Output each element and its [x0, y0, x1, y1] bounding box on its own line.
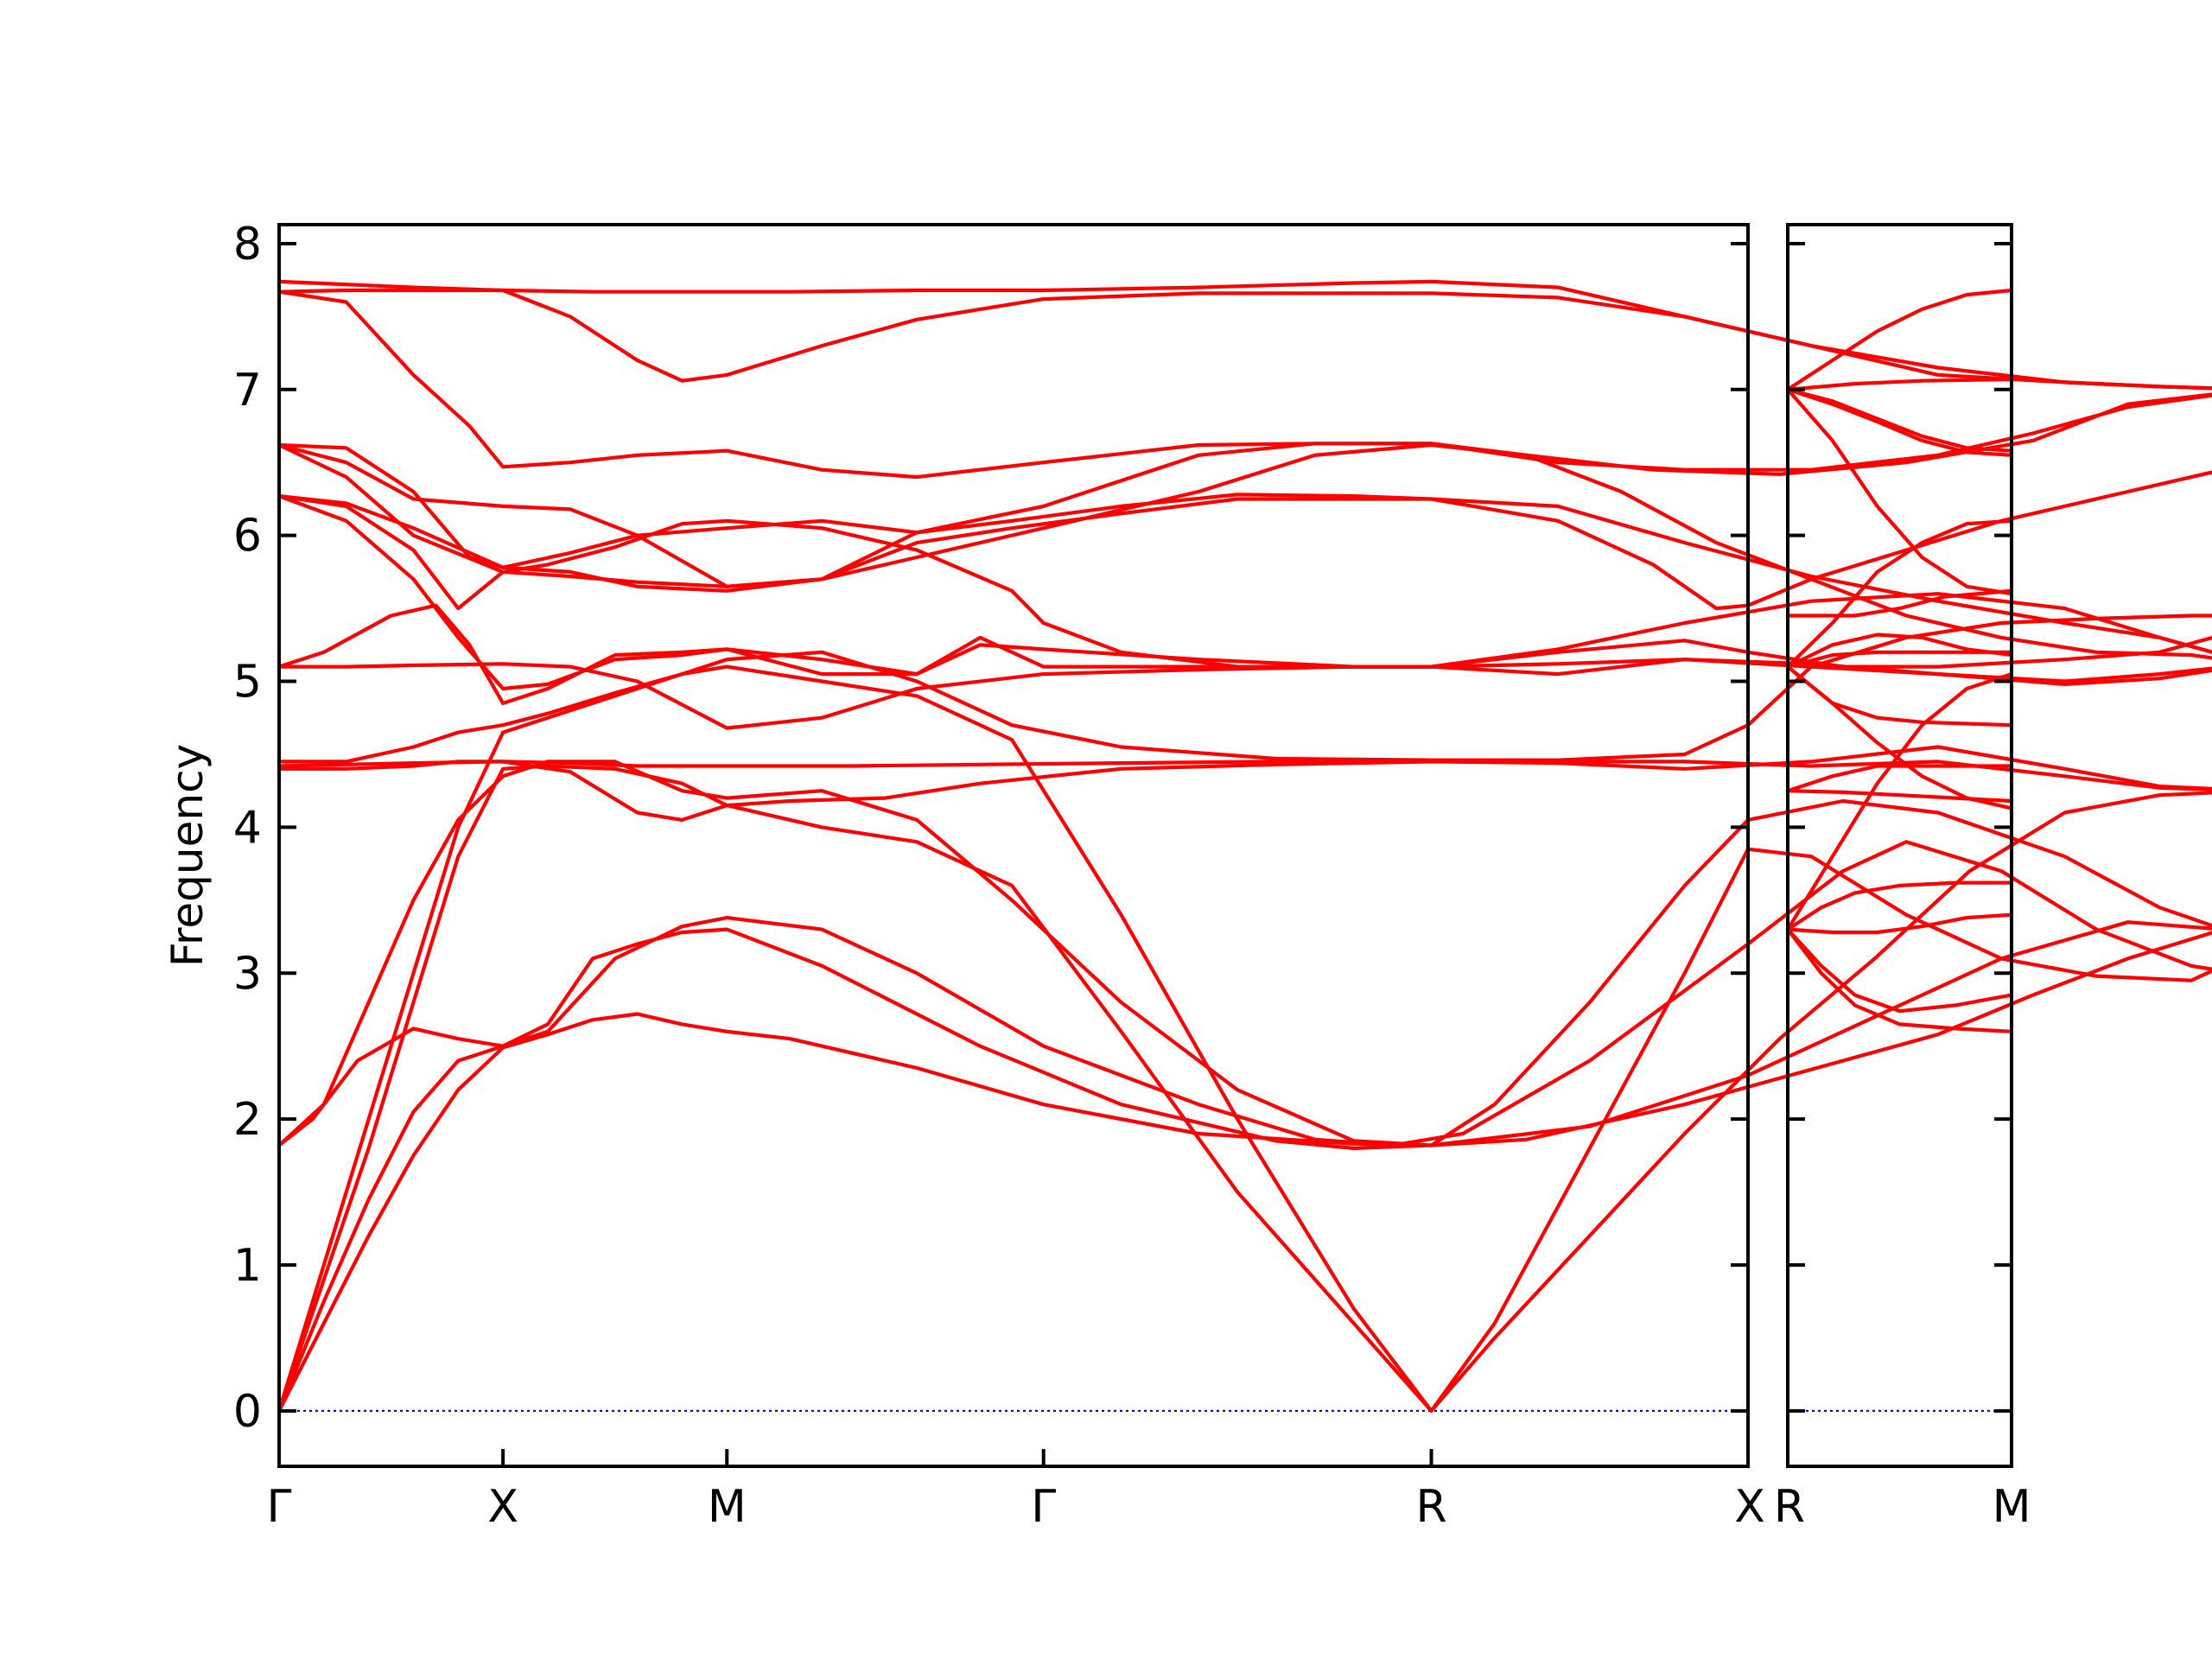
- band-line-10: [1785, 650, 2014, 669]
- band-line-17: [1785, 377, 2014, 391]
- band-line-9: [1785, 664, 2014, 728]
- band-line-2: [1785, 927, 2014, 1014]
- band-line-1: [276, 931, 2212, 1413]
- band-line-18: [276, 289, 2212, 480]
- x-tick-label: M: [1993, 1481, 2031, 1533]
- x-tick-label: R: [1774, 1481, 1805, 1533]
- band-line-9: [276, 613, 2212, 764]
- x-tick-label: X: [487, 1481, 518, 1533]
- band-line-15: [1785, 387, 2014, 457]
- y-tick-label: 4: [233, 802, 262, 854]
- y-tick-label: 2: [233, 1094, 262, 1146]
- band-line-14: [276, 442, 2212, 611]
- band-line-3: [276, 840, 2212, 1147]
- y-tick-label: 7: [233, 365, 262, 416]
- y-tick-label: 6: [233, 511, 262, 563]
- band-line-5: [1785, 672, 2014, 931]
- band-line-11: [276, 603, 2212, 705]
- band-line-1: [1785, 927, 2014, 1033]
- band-line-12: [276, 494, 2212, 691]
- y-axis-label: Frequency: [162, 744, 213, 967]
- band-line-4: [1785, 880, 2014, 931]
- band-line-12: [1785, 518, 2014, 669]
- band-line-16: [1785, 387, 2014, 453]
- x-tick-label: Γ: [267, 1481, 292, 1533]
- x-tick-label: R: [1415, 1481, 1446, 1533]
- band-line-20: [276, 279, 2212, 391]
- band-line-4: [276, 760, 2212, 1147]
- band-line-2: [276, 920, 2212, 1413]
- band-line-13: [1785, 588, 2014, 618]
- y-tick-label: 5: [233, 657, 262, 709]
- y-tick-label: 1: [233, 1240, 262, 1292]
- band-line-15: [276, 442, 2212, 654]
- band-line-19: [276, 288, 2212, 391]
- band-line-14: [1785, 387, 2014, 596]
- band-line-7: [1785, 764, 2014, 793]
- x-tick-label: M: [708, 1481, 747, 1533]
- band-line-13: [276, 494, 2212, 669]
- band-line-8: [1785, 664, 2014, 810]
- band-line-18: [1785, 288, 2014, 391]
- y-tick-label: 3: [233, 948, 262, 1000]
- x-tick-label: X: [1734, 1481, 1765, 1533]
- band-line-3: [1785, 912, 2014, 935]
- band-line-11: [1785, 632, 2014, 669]
- band-line-10: [276, 658, 2212, 730]
- band-line-5: [276, 764, 2212, 1413]
- plot-frame: [277, 223, 1750, 1468]
- plot-frame: [1786, 223, 2013, 1468]
- y-tick-label: 0: [233, 1386, 262, 1438]
- band-line-6: [276, 664, 2212, 1413]
- y-tick-label: 8: [233, 219, 262, 270]
- x-tick-label: Γ: [1031, 1481, 1056, 1533]
